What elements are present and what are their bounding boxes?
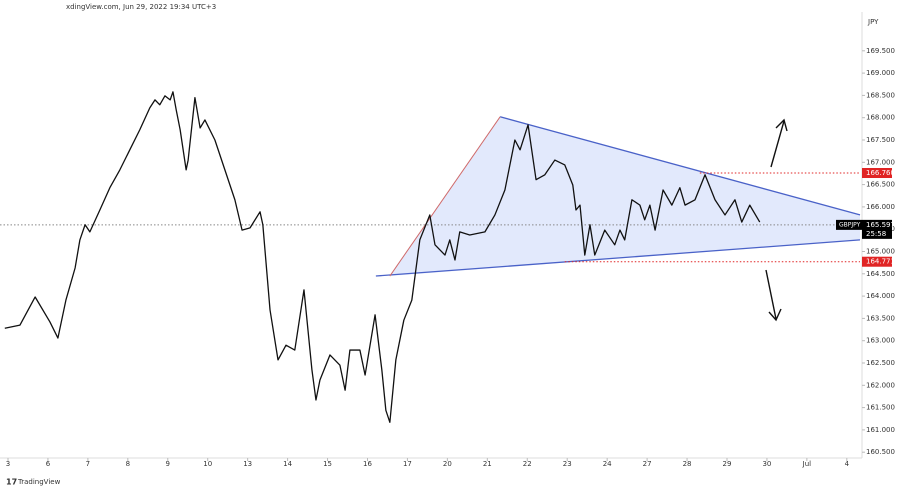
y-tick-label: 169.500 — [866, 47, 895, 55]
y-tick-label: 168.000 — [866, 114, 895, 122]
price-label: 165.597 — [866, 221, 895, 229]
x-tick-label: 13 — [243, 460, 252, 468]
y-tick-label: 166.500 — [866, 181, 895, 189]
y-tick-label: 161.500 — [866, 404, 895, 412]
x-tick-label: 8 — [126, 460, 130, 468]
x-tick-label: Jul — [802, 460, 812, 468]
symbol-tag — [836, 219, 862, 230]
trendline — [389, 116, 501, 277]
y-tick-label: 162.500 — [866, 359, 895, 367]
x-tick-label: 3 — [6, 460, 10, 468]
y-tick-label: 164.500 — [866, 270, 895, 278]
symbol-label: GBPJPY — [839, 221, 861, 228]
countdown: 25:58 — [866, 230, 886, 238]
price-tag — [862, 219, 892, 239]
triangle-fill — [389, 116, 860, 277]
trendline — [499, 116, 861, 216]
y-tick-label: 163.000 — [866, 337, 895, 345]
level-label: 164.771 — [866, 258, 895, 266]
x-tick-label: 24 — [603, 460, 612, 468]
brand: TradingView — [17, 478, 61, 486]
x-tick-label: 6 — [46, 460, 51, 468]
y-tick-label: 167.000 — [866, 158, 895, 166]
y-tick-label: 165.000 — [866, 248, 895, 256]
currency: JPY — [867, 18, 879, 26]
arrow-down — [765, 269, 782, 322]
x-tick-label: 9 — [166, 460, 170, 468]
x-tick-label: 20 — [443, 460, 452, 468]
x-tick-label: 15 — [323, 460, 332, 468]
header: xdingView.com, Jun 29, 2022 19:34 UTC+3 — [66, 3, 216, 11]
arrow-up — [770, 118, 788, 168]
price-line — [4, 91, 761, 423]
y-tick-label: 169.000 — [866, 69, 895, 77]
trendline — [375, 239, 861, 277]
x-tick-label: 27 — [643, 460, 652, 468]
y-tick-label: 161.000 — [866, 426, 895, 434]
x-tick-label: 21 — [483, 460, 492, 468]
y-tick-label: 162.000 — [866, 381, 895, 389]
x-tick-label: 4 — [845, 460, 850, 468]
level-label: 166.760 — [866, 169, 895, 177]
level-tag — [862, 168, 892, 179]
x-tick-label: 23 — [563, 460, 572, 468]
y-tick-label: 164.000 — [866, 292, 895, 300]
x-tick-label: 10 — [203, 460, 212, 468]
x-tick-label: 29 — [723, 460, 732, 468]
y-tick-label: 160.500 — [866, 448, 895, 456]
y-tick-label: 166.000 — [866, 203, 895, 211]
x-tick-label: 22 — [523, 460, 532, 468]
y-tick-label: 168.500 — [866, 91, 895, 99]
x-tick-label: 7 — [86, 460, 90, 468]
x-tick-label: 30 — [762, 460, 771, 468]
y-tick-label: 167.500 — [866, 136, 895, 144]
logo-mark: 17 — [6, 478, 17, 487]
x-tick-label: 16 — [363, 460, 372, 468]
y-tick-label: 163.500 — [866, 314, 895, 322]
x-tick-label: 28 — [683, 460, 692, 468]
x-tick-label: 17 — [403, 460, 412, 468]
level-tag — [862, 256, 892, 267]
x-tick-label: 14 — [283, 460, 292, 468]
